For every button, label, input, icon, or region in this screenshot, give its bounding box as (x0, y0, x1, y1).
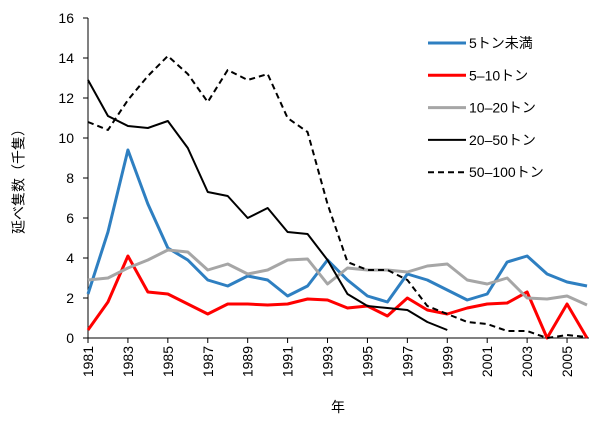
x-tick-label: 1989 (240, 346, 256, 377)
legend-label: 5–10トン (469, 67, 528, 83)
x-tick-label: 1983 (120, 346, 136, 377)
y-tick-label: 8 (66, 170, 74, 186)
y-tick-label: 6 (66, 210, 74, 226)
series-line (87, 55, 588, 339)
x-tick-label: 1997 (399, 346, 415, 377)
legend-label: 20–50トン (469, 132, 536, 148)
y-tick-label: 14 (58, 50, 74, 66)
x-tick-label: 1987 (200, 346, 216, 377)
x-tick-label: 2003 (519, 346, 535, 377)
x-tick-label: 1993 (320, 346, 336, 377)
legend-label: 10–20トン (469, 100, 536, 116)
x-tick-label: 2005 (559, 346, 575, 377)
x-tick-label: 1981 (80, 346, 96, 377)
series-line (86, 254, 589, 340)
x-tick-label: 1999 (439, 346, 455, 377)
x-axis-label: 年 (331, 399, 345, 415)
x-tick-label: 1991 (280, 346, 296, 377)
y-tick-label: 4 (66, 250, 74, 266)
y-tick-label: 10 (58, 130, 74, 146)
y-tick-label: 2 (66, 290, 74, 306)
y-tick-label: 16 (58, 10, 74, 26)
series-line (87, 79, 448, 331)
x-tick-label: 2001 (479, 346, 495, 377)
y-axis-label: 延べ隻数（千隻） (11, 122, 27, 234)
x-tick-label: 1995 (359, 346, 375, 377)
y-tick-label: 0 (66, 330, 74, 346)
x-tick-label: 1985 (160, 346, 176, 377)
legend-label: 50–100トン (469, 164, 544, 180)
legend-label: 5トン未満 (469, 35, 533, 51)
y-tick-label: 12 (58, 90, 74, 106)
